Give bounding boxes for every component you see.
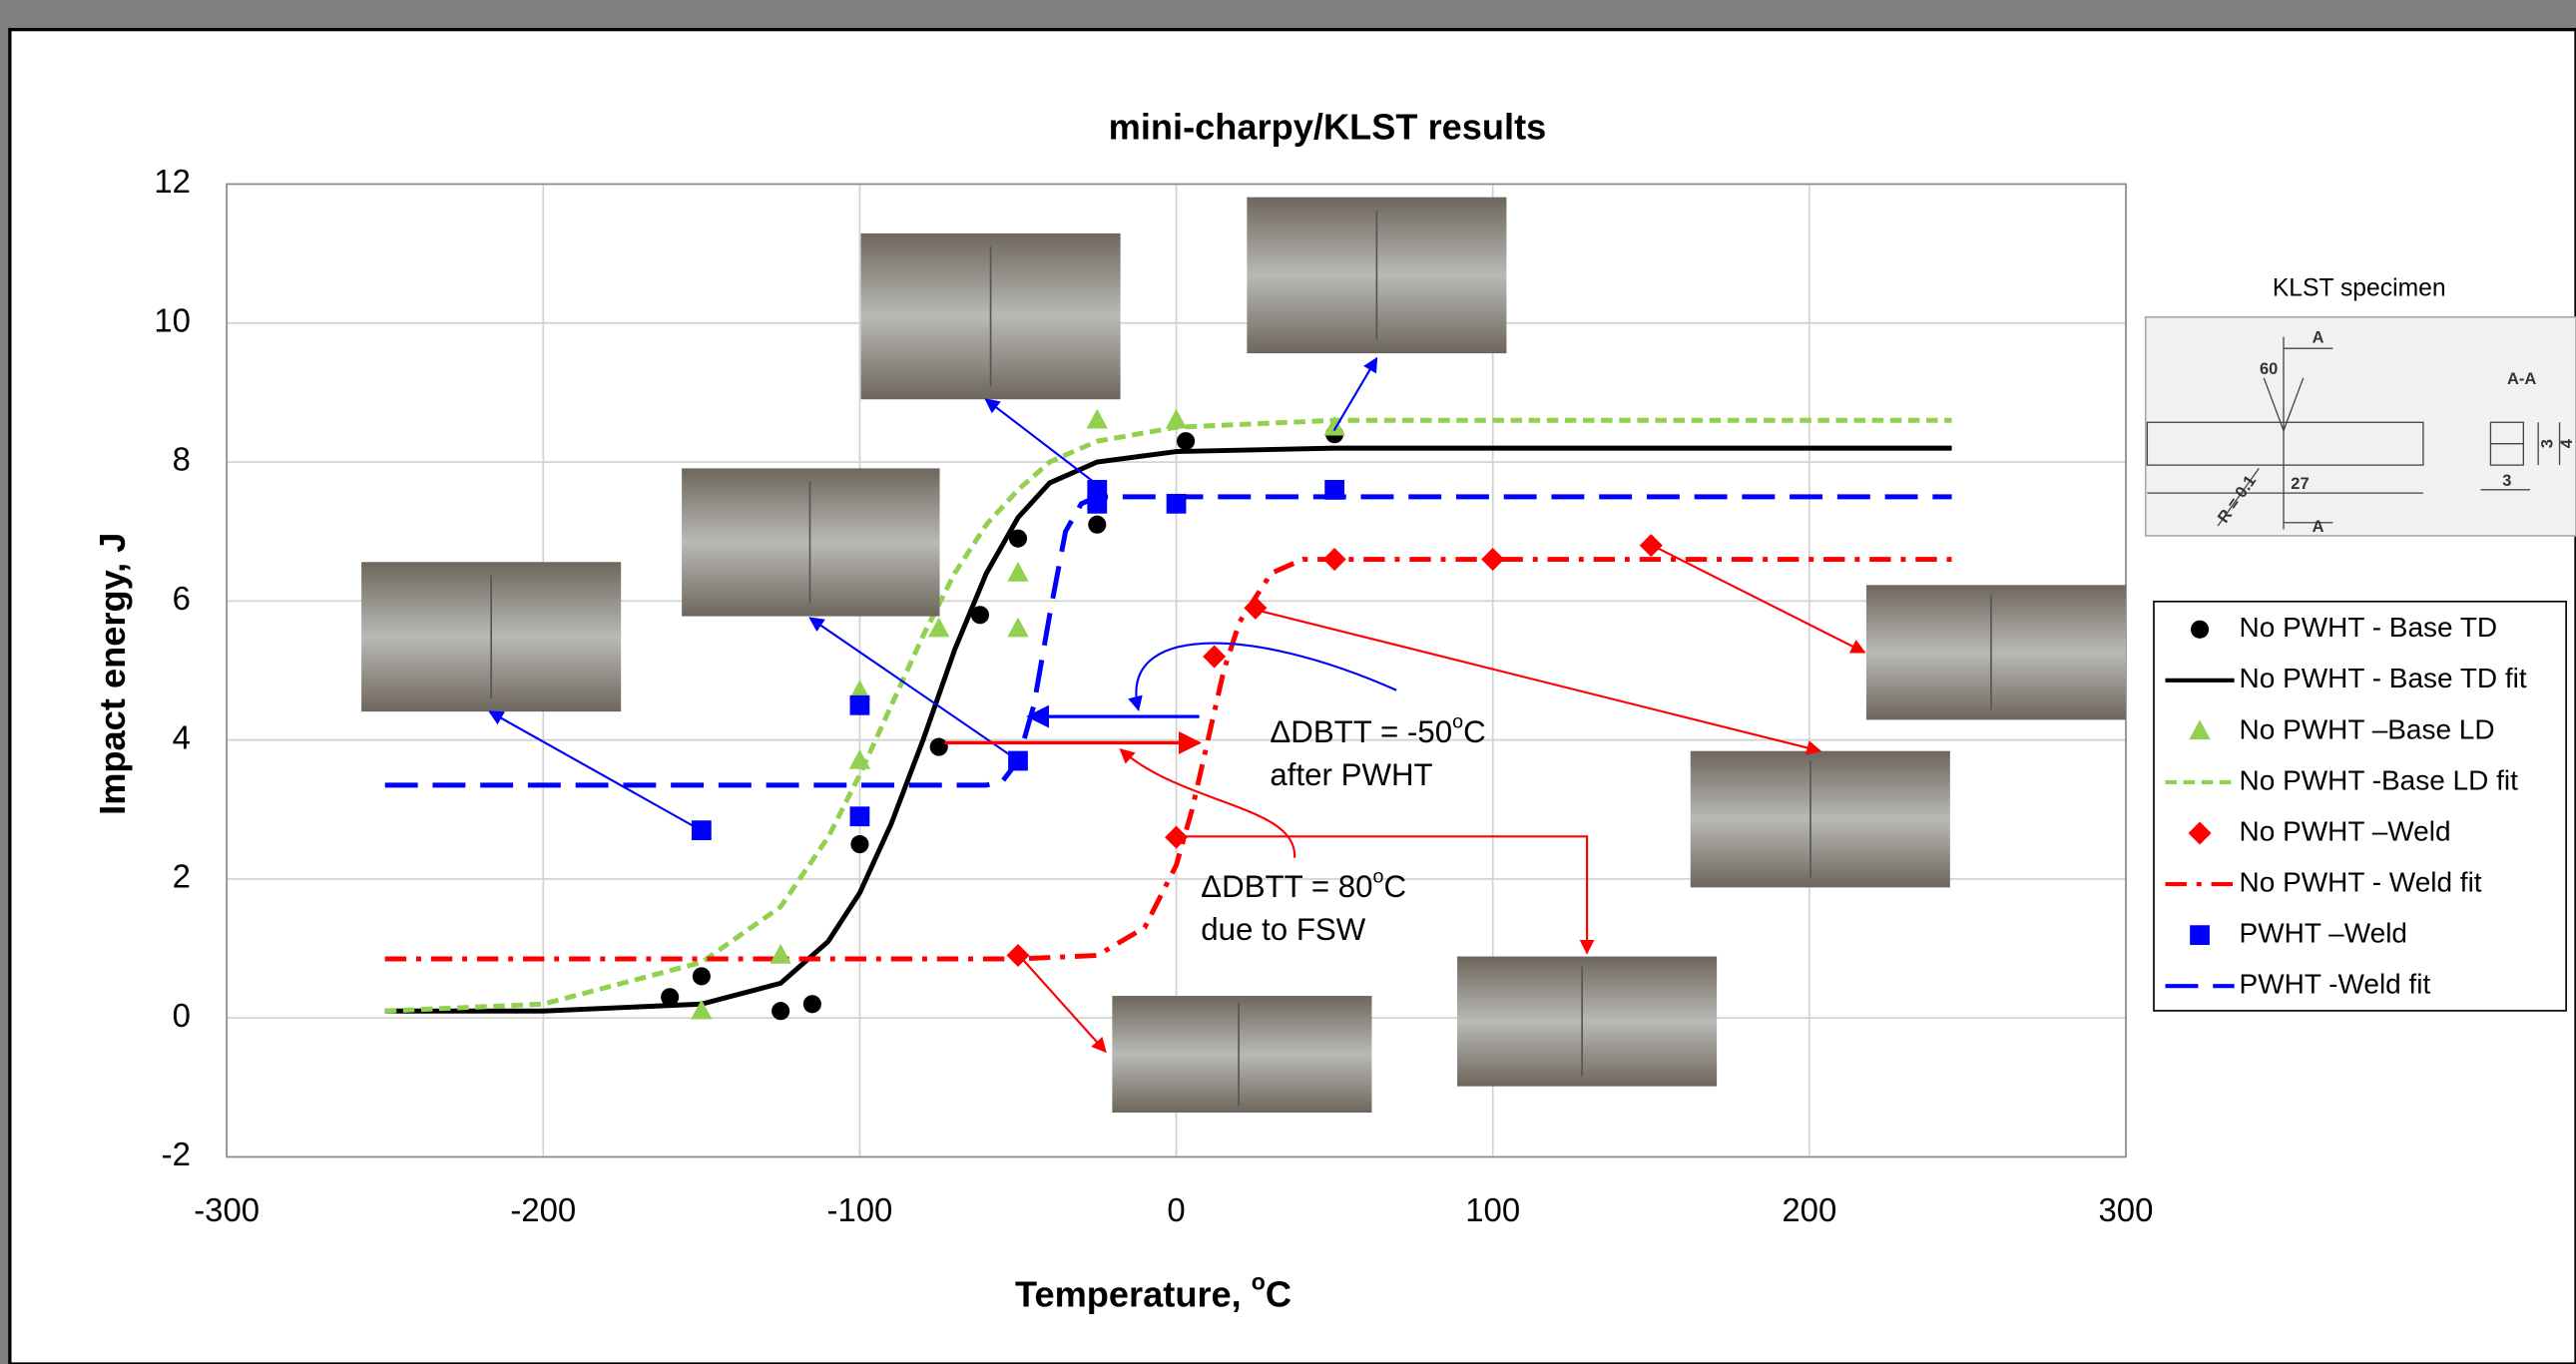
point <box>971 606 989 624</box>
y-tick-label: 2 <box>173 858 191 895</box>
annotation-part: after PWHT <box>1270 757 1432 792</box>
legend-swatch <box>2191 621 2209 639</box>
point <box>1087 480 1107 500</box>
point <box>1088 516 1106 534</box>
photo <box>361 562 621 711</box>
legend-label: No PWHT –Base LD <box>2240 713 2495 744</box>
point <box>772 1002 789 1020</box>
inset-title: KLST specimen <box>2273 274 2446 301</box>
x-axis-label: Temperature, oC <box>1015 1268 1291 1314</box>
annotation-part: ΔDBTT = 80 <box>1201 869 1372 904</box>
annotation-part: ΔDBTT = -50 <box>1270 714 1452 749</box>
photo <box>1866 585 2126 719</box>
inset-label: 4 <box>2558 438 2576 448</box>
x-tick-label: -300 <box>194 1191 259 1228</box>
y-axis-label: Impact energy, J <box>92 533 133 815</box>
x-tick-label: 0 <box>1167 1191 1185 1228</box>
legend-label: No PWHT - Weld fit <box>2240 866 2482 897</box>
legend-label: No PWHT -Base LD fit <box>2240 764 2519 795</box>
point <box>1167 494 1187 514</box>
x-tick-label: -100 <box>826 1191 892 1228</box>
annotation: after PWHT <box>1270 757 1432 792</box>
page: -2 0 2 4 6 8 10 12 -300 -200 -100 0 100 200 300 mini-c… <box>0 0 2576 1364</box>
inset-label: 27 <box>2291 475 2309 493</box>
x-tick-label: 100 <box>1465 1191 1520 1228</box>
inset-label: 3 <box>2502 472 2511 490</box>
point <box>803 995 821 1013</box>
photo <box>861 233 1121 399</box>
y-tick-label: -2 <box>162 1136 191 1172</box>
photo <box>682 468 939 616</box>
x-tick-label: 300 <box>2099 1191 2154 1228</box>
point <box>1324 480 1344 500</box>
point <box>661 988 679 1006</box>
photo <box>1112 996 1371 1113</box>
annotation-part: C <box>1384 869 1407 904</box>
annotation-part: o <box>1373 866 1384 888</box>
x-tick-label: 200 <box>1782 1191 1836 1228</box>
chart: -2 0 2 4 6 8 10 12 -300 -200 -100 0 100 200 300 mini-c… <box>0 0 2576 1364</box>
point <box>693 967 711 985</box>
y-tick-label: 10 <box>154 301 191 338</box>
photo <box>1247 198 1506 353</box>
y-tick-label: 6 <box>173 580 191 617</box>
legend-label: PWHT -Weld fit <box>2240 969 2431 1000</box>
photo <box>1691 751 1950 888</box>
point <box>1177 432 1195 450</box>
legend-label: No PWHT - Base TD fit <box>2240 663 2527 693</box>
legend-label: No PWHT –Weld <box>2240 815 2451 846</box>
point <box>850 835 868 853</box>
y-tick-label: 4 <box>173 718 191 755</box>
annotation-part: C <box>1463 714 1486 749</box>
legend-swatch <box>2190 925 2210 945</box>
y-tick-label: 8 <box>173 441 191 478</box>
chart-title: mini-charpy/KLST results <box>1109 107 1547 148</box>
point <box>850 806 870 826</box>
annotation: due to FSW <box>1201 912 1366 947</box>
annotation-part: o <box>1452 711 1463 733</box>
point <box>850 695 870 715</box>
photo <box>1457 957 1717 1087</box>
inset-label: A <box>2313 329 2324 347</box>
inset-label: 60 <box>2260 360 2278 378</box>
y-tick-label: 0 <box>173 997 191 1034</box>
inset-label: A <box>2313 518 2324 536</box>
point <box>1009 530 1027 548</box>
legend-label: PWHT –Weld <box>2240 918 2407 949</box>
inset-label: 3 <box>2538 439 2556 448</box>
annotation-part: due to FSW <box>1201 912 1366 947</box>
point <box>930 738 948 756</box>
y-tick-label: 12 <box>154 163 191 200</box>
inset-box <box>2146 317 2576 536</box>
x-tick-label: -200 <box>510 1191 576 1228</box>
legend-label: No PWHT - Base TD <box>2240 612 2498 643</box>
inset-label: A-A <box>2507 370 2536 388</box>
